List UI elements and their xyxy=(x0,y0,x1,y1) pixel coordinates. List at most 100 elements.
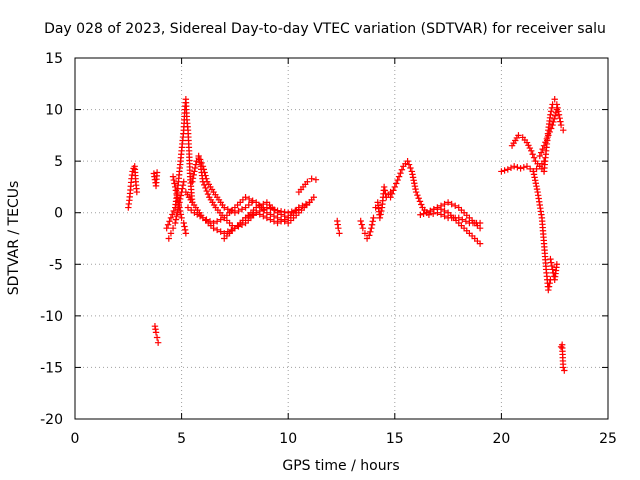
data-point xyxy=(498,168,505,175)
data-point xyxy=(195,152,202,160)
data-point xyxy=(228,226,235,234)
data-point xyxy=(409,174,417,181)
data-point xyxy=(437,202,445,210)
x-tick-label: 15 xyxy=(386,431,404,447)
data-point xyxy=(462,218,470,225)
data-point xyxy=(192,161,200,168)
grid-lines xyxy=(75,58,608,419)
data-point xyxy=(174,197,182,204)
data-point xyxy=(557,121,565,129)
data-point xyxy=(367,228,374,235)
data-point xyxy=(359,224,367,232)
data-point xyxy=(153,334,161,341)
data-point xyxy=(203,187,210,195)
data-point xyxy=(196,156,204,163)
data-point xyxy=(549,266,556,273)
data-point xyxy=(520,164,527,171)
data-point xyxy=(304,178,311,185)
data-point xyxy=(238,206,246,213)
data-point xyxy=(203,216,210,223)
data-point xyxy=(390,187,397,194)
data-point xyxy=(394,176,401,184)
data-point xyxy=(260,212,267,220)
data-point xyxy=(249,211,256,218)
data-point xyxy=(176,204,183,211)
data-point xyxy=(444,199,452,206)
data-point xyxy=(206,218,214,225)
data-point xyxy=(242,214,249,222)
data-point xyxy=(210,219,217,227)
data-point xyxy=(164,221,172,228)
data-point xyxy=(553,106,561,113)
data-point xyxy=(430,206,438,213)
data-point xyxy=(378,207,385,215)
data-point xyxy=(529,151,536,158)
data-point xyxy=(133,188,141,196)
data-point xyxy=(163,224,170,232)
data-point xyxy=(380,183,388,191)
data-point xyxy=(274,219,281,227)
data-point xyxy=(557,118,564,125)
x-tick-label: 20 xyxy=(492,431,510,447)
data-point xyxy=(550,118,557,126)
data-point xyxy=(411,182,419,190)
data-point xyxy=(388,190,396,198)
data-point xyxy=(190,171,197,179)
data-point xyxy=(551,96,558,103)
data-point xyxy=(530,171,538,178)
data-point xyxy=(191,168,198,175)
data-point xyxy=(391,183,398,191)
data-point xyxy=(441,207,448,215)
data-point xyxy=(198,159,205,167)
data-point xyxy=(228,207,235,215)
data-point xyxy=(165,235,173,242)
data-point xyxy=(553,261,561,268)
data-point xyxy=(376,214,384,222)
data-point xyxy=(235,223,242,230)
data-point xyxy=(152,329,160,336)
y-tick-label: -15 xyxy=(40,360,63,376)
data-point xyxy=(540,142,548,149)
data-point xyxy=(295,204,303,211)
data-point xyxy=(525,142,532,149)
data-point xyxy=(221,204,228,211)
data-point xyxy=(204,190,212,198)
data-point xyxy=(381,187,389,194)
data-point xyxy=(201,169,208,176)
data-point xyxy=(539,145,546,153)
data-point xyxy=(393,180,400,187)
data-point xyxy=(203,175,210,182)
x-tick-label: 5 xyxy=(177,431,186,447)
data-point xyxy=(336,230,343,237)
data-point xyxy=(180,219,187,227)
data-point xyxy=(545,283,553,290)
y-axis-label: SDTVAR / TECUs xyxy=(6,181,22,296)
data-point xyxy=(407,164,414,172)
data-point xyxy=(200,166,207,173)
data-point xyxy=(253,209,260,216)
data-point xyxy=(531,174,538,181)
data-point xyxy=(245,212,253,220)
data-point xyxy=(556,114,563,122)
data-point xyxy=(409,171,416,178)
data-point xyxy=(217,216,224,223)
data-point xyxy=(448,200,455,208)
data-point xyxy=(235,207,242,215)
data-point xyxy=(405,161,413,168)
data-point xyxy=(526,144,534,152)
data-point xyxy=(312,176,320,183)
data-point xyxy=(476,240,484,247)
data-point xyxy=(181,223,188,230)
data-point xyxy=(277,218,285,225)
data-point xyxy=(532,177,539,184)
data-point xyxy=(302,200,310,208)
data-point xyxy=(213,226,221,234)
y-tick-label: 0 xyxy=(54,206,63,222)
data-point xyxy=(174,194,181,201)
data-point xyxy=(417,211,424,218)
data-point xyxy=(501,167,508,174)
x-tick-label: 25 xyxy=(599,431,617,447)
data-point xyxy=(434,204,441,211)
plot-frame xyxy=(74,57,609,420)
data-point xyxy=(387,194,394,201)
